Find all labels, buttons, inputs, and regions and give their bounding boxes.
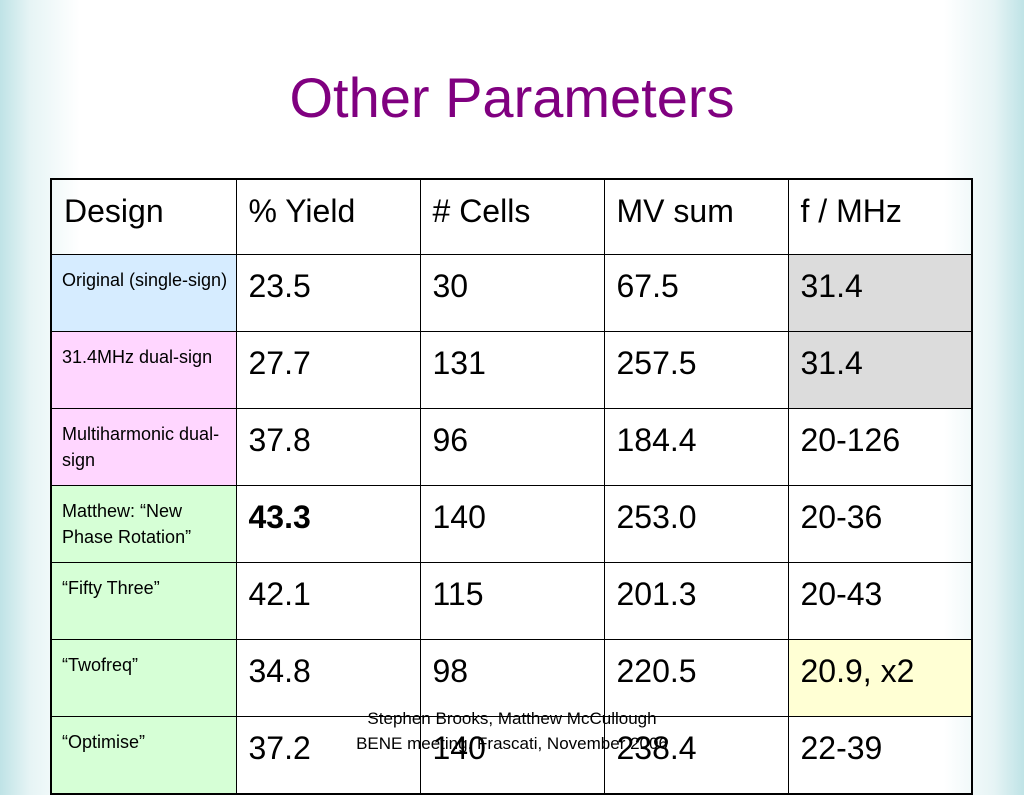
- footer-event: BENE meeting, Frascati, November 2006: [356, 734, 668, 753]
- table-header-row: Design % Yield # Cells MV sum f / MHz: [50, 178, 973, 255]
- table-row: Original (single-sign) 23.5 30 67.5 31.4: [50, 254, 973, 332]
- parameters-table: Design % Yield # Cells MV sum f / MHz Or…: [50, 178, 973, 795]
- design-cell: “Fifty Three”: [50, 562, 237, 640]
- yield-cell: 34.8: [235, 639, 421, 717]
- mv-sum-cell: 184.4: [603, 408, 789, 486]
- table-row: “Twofreq” 34.8 98 220.5 20.9, x2: [50, 639, 973, 717]
- frequency-cell: 20.9, x2: [787, 639, 973, 717]
- design-cell: “Twofreq”: [50, 639, 237, 717]
- mv-sum-cell: 220.5: [603, 639, 789, 717]
- mv-sum-cell: 201.3: [603, 562, 789, 640]
- header-design: Design: [50, 178, 237, 255]
- footer-authors: Stephen Brooks, Matthew McCullough: [367, 709, 657, 728]
- frequency-cell: 20-36: [787, 485, 973, 563]
- design-cell: 31.4MHz dual-sign: [50, 331, 237, 409]
- table-row: “Fifty Three” 42.1 115 201.3 20-43: [50, 562, 973, 640]
- frequency-cell: 20-43: [787, 562, 973, 640]
- yield-cell: 43.3: [235, 485, 421, 563]
- header-cells: # Cells: [419, 178, 605, 255]
- cells-cell: 115: [419, 562, 605, 640]
- cells-cell: 96: [419, 408, 605, 486]
- mv-sum-cell: 67.5: [603, 254, 789, 332]
- mv-sum-cell: 253.0: [603, 485, 789, 563]
- design-cell: Matthew: “New Phase Rotation”: [50, 485, 237, 563]
- table-row: Matthew: “New Phase Rotation” 43.3 140 2…: [50, 485, 973, 563]
- frequency-cell: 20-126: [787, 408, 973, 486]
- cells-cell: 140: [419, 485, 605, 563]
- frequency-cell: 31.4: [787, 331, 973, 409]
- yield-cell: 42.1: [235, 562, 421, 640]
- slide-footer: Stephen Brooks, Matthew McCullough BENE …: [0, 706, 1024, 756]
- cells-cell: 131: [419, 331, 605, 409]
- cells-cell: 30: [419, 254, 605, 332]
- yield-cell: 37.8: [235, 408, 421, 486]
- mv-sum-cell: 257.5: [603, 331, 789, 409]
- table-row: Multiharmonic dual-sign 37.8 96 184.4 20…: [50, 408, 973, 486]
- header-mv-sum: MV sum: [603, 178, 789, 255]
- cells-cell: 98: [419, 639, 605, 717]
- yield-cell: 27.7: [235, 331, 421, 409]
- frequency-cell: 31.4: [787, 254, 973, 332]
- yield-cell: 23.5: [235, 254, 421, 332]
- header-yield: % Yield: [235, 178, 421, 255]
- design-cell: Multiharmonic dual-sign: [50, 408, 237, 486]
- table-row: 31.4MHz dual-sign 27.7 131 257.5 31.4: [50, 331, 973, 409]
- design-cell: Original (single-sign): [50, 254, 237, 332]
- header-frequency: f / MHz: [787, 178, 973, 255]
- slide-title: Other Parameters: [289, 66, 735, 129]
